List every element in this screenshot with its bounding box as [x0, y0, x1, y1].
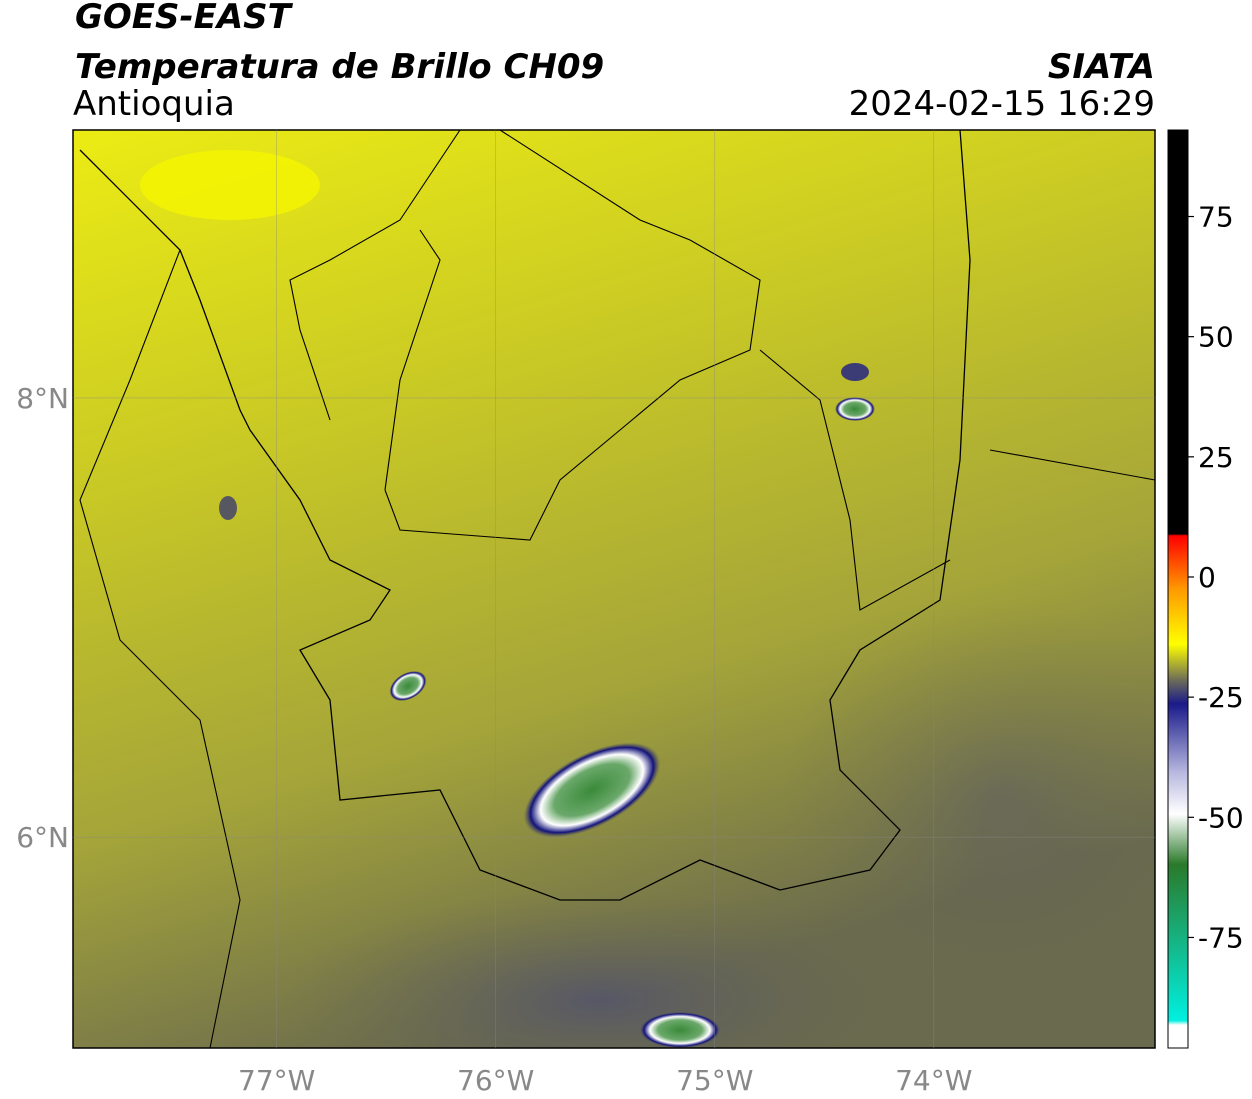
convective-cloud	[523, 742, 661, 838]
colorbar-tick-label: 75	[1198, 201, 1234, 234]
datetime: 2024-02-15 16:29	[849, 84, 1155, 124]
colorbar-tick-label: 25	[1198, 441, 1234, 474]
map-frame	[72, 129, 1156, 1049]
border	[79, 130, 1155, 1048]
cold-area	[780, 600, 1155, 1000]
x-tick-label: 74°W	[895, 1064, 972, 1097]
subtitle: Temperatura de Brillo CH09	[75, 47, 604, 87]
colorbar	[1167, 129, 1189, 1049]
y-tick-label: 8°N	[16, 382, 69, 415]
x-tick-label: 76°W	[457, 1064, 534, 1097]
map-field	[73, 130, 1155, 1048]
x-tick-label: 75°W	[676, 1064, 753, 1097]
colorbar-tick-label: -25	[1198, 681, 1244, 714]
border	[79, 130, 971, 901]
warm-area	[140, 150, 320, 220]
colorbar-tick-label: -75	[1198, 921, 1244, 954]
convective-cloud	[389, 670, 427, 702]
title: GOES-EAST	[75, 0, 294, 37]
x-tick-label: 77°W	[238, 1064, 315, 1097]
region: Antioquia	[73, 84, 235, 124]
colorbar-tick-label: 50	[1198, 321, 1234, 354]
coastline	[289, 130, 461, 421]
convective-cloud	[841, 363, 869, 381]
cold-area	[280, 890, 920, 1048]
convective-cloud	[640, 1012, 720, 1048]
convective-cloud	[219, 496, 237, 520]
convective-cloud	[835, 397, 875, 421]
colorbar-tick-label: 0	[1198, 561, 1216, 594]
source: SIATA	[1048, 47, 1155, 87]
y-tick-label: 6°N	[16, 821, 69, 854]
colorbar-tick-label: -50	[1198, 801, 1244, 834]
